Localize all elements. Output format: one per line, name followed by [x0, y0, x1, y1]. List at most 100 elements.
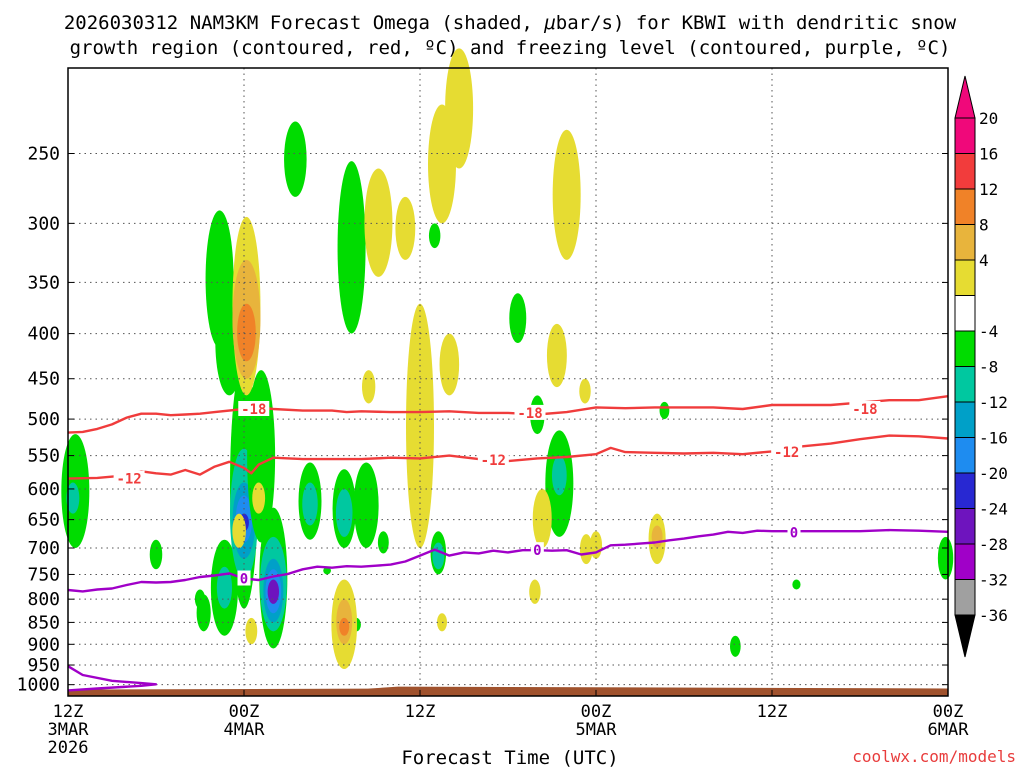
omega-region [232, 513, 246, 549]
colorbar-tick-label: -24 [979, 500, 1008, 519]
contour-line [67, 395, 949, 434]
contour-label-bg [771, 444, 803, 460]
omega-region [377, 531, 389, 554]
colorbar-cell [954, 543, 976, 580]
omega-region [66, 482, 80, 514]
omega-region [252, 482, 266, 514]
colorbar-cell [954, 508, 976, 545]
temperature-contours: -18 -18 -18 -12 -12 -12 0 0 0 [67, 395, 949, 692]
contour-label-bg [237, 570, 251, 586]
colorbar-cell [954, 259, 976, 296]
x-tick-label: 00Z [581, 702, 612, 722]
y-tick-label: 1000 [17, 675, 60, 696]
colorbar-tick-label: 20 [979, 109, 998, 128]
omega-region [337, 161, 366, 334]
colorbar-cell [954, 330, 976, 367]
y-tick-label: 800 [27, 589, 60, 610]
omega-region [589, 531, 603, 559]
omega-region [546, 323, 567, 388]
y-tick-label: 300 [27, 213, 60, 234]
omega-region [284, 121, 307, 197]
contour-label: -18 [852, 402, 877, 418]
omega-region [216, 566, 233, 609]
omega-region [395, 196, 416, 260]
contour-label-bg [477, 451, 509, 467]
omega-region [364, 168, 393, 277]
contour-label-bg [238, 400, 270, 416]
x-tick-label: 4MAR [224, 720, 266, 740]
y-tick-label: 350 [27, 272, 60, 293]
y-axis-ticks: 2503003504004505005506006507007508008509… [17, 143, 948, 696]
y-tick-label: 750 [27, 564, 60, 585]
contour-label-bg [849, 400, 881, 416]
colorbar-tick-label: -36 [979, 606, 1008, 625]
omega-region [579, 534, 593, 565]
omega-region [445, 48, 474, 169]
chart-title-line1: 2026030312 NAM3KM Forecast Omega (shaded… [64, 12, 957, 34]
omega-region [439, 333, 460, 396]
omega-region [552, 129, 581, 260]
colorbar-tick-label: -16 [979, 429, 1008, 448]
colorbar-cell [954, 188, 976, 225]
colorbar-tick-label: 12 [979, 180, 998, 199]
y-tick-label: 550 [27, 446, 60, 467]
omega-region [579, 378, 591, 404]
omega-region [659, 401, 670, 420]
omega-region [361, 370, 376, 404]
credit-text: coolwx.com/models [852, 747, 1016, 766]
colorbar-tick-label: 4 [979, 251, 989, 270]
contour-label: 0 [240, 572, 248, 588]
x-tick-label: 12Z [405, 702, 436, 722]
omega-region [302, 482, 318, 526]
colorbar-tick-label: -4 [979, 322, 998, 341]
omega-region [245, 617, 258, 645]
colorbar-top-triangle [954, 75, 976, 119]
contour-line [67, 665, 158, 692]
y-tick-label: 400 [27, 324, 60, 345]
omega-region [353, 462, 379, 549]
contour-label: -18 [241, 402, 266, 418]
x-axis-label: Forecast Time (UTC) [401, 747, 618, 768]
surface-terrain [68, 686, 948, 696]
omega-region [237, 303, 256, 362]
omega-region [509, 293, 527, 344]
contour-label: -12 [774, 445, 799, 461]
omega-region [730, 635, 741, 657]
contour-label: 0 [533, 543, 541, 559]
colorbar-cell [954, 472, 976, 509]
contour-label-bg [787, 524, 801, 540]
y-tick-label: 500 [27, 409, 60, 430]
x-tick-label: 00Z [229, 702, 260, 722]
colorbar-tick-label: 8 [979, 216, 989, 235]
y-tick-label: 850 [27, 612, 60, 633]
x-tick-label: 3MAR [48, 720, 90, 740]
contour-line [67, 528, 949, 593]
y-tick-label: 600 [27, 479, 60, 500]
y-tick-label: 450 [27, 369, 60, 390]
colorbar-cell [954, 579, 976, 616]
plot-frame [67, 67, 949, 697]
omega-region [651, 525, 663, 549]
plot-area: -18 -18 -18 -12 -12 -12 0 0 0 [61, 48, 954, 697]
contour-label: 0 [790, 525, 798, 541]
omega-region [551, 455, 567, 496]
colorbar-cell [954, 117, 976, 154]
surface-terrain-fill [68, 686, 948, 696]
colorbar-tick-label: -32 [979, 571, 1008, 590]
contour-line [67, 434, 949, 480]
colorbar-tick-label: -28 [979, 535, 1008, 554]
contour-label: -18 [517, 406, 542, 422]
x-tick-label: 2026 [48, 738, 89, 758]
y-tick-label: 900 [27, 634, 60, 655]
x-tick-label: 00Z [933, 702, 964, 722]
colorbar-bottom-triangle [954, 614, 976, 658]
omega-region [937, 536, 954, 580]
y-tick-label: 650 [27, 510, 60, 531]
colorbar-cell [954, 295, 976, 332]
contour-label: -12 [481, 453, 506, 469]
x-tick-label: 12Z [757, 702, 788, 722]
y-tick-label: 950 [27, 655, 60, 676]
x-tick-label: 5MAR [576, 720, 618, 740]
